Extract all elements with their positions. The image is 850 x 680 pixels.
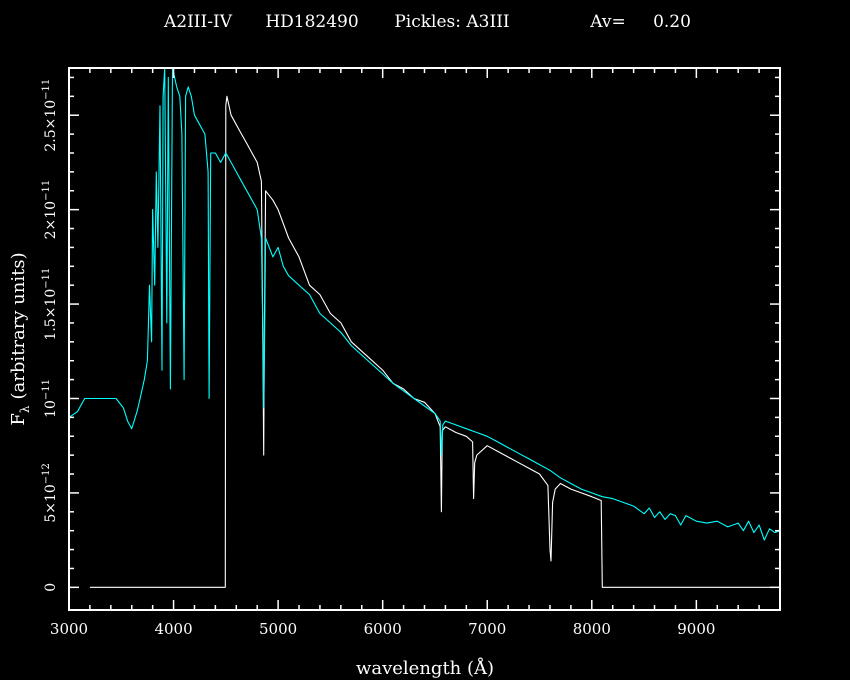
x-tick-label: 3000 — [50, 620, 88, 638]
x-tick-label: 6000 — [364, 620, 402, 638]
y-tick-label: 5×10−12 — [41, 463, 59, 523]
series-line-1 — [89, 95, 780, 588]
plot-frame — [68, 67, 781, 611]
x-tick-label: 5000 — [259, 620, 297, 638]
y-axis-label-rest: (arbitrary units) — [8, 252, 29, 399]
x-tick-label: 7000 — [468, 620, 506, 638]
y-axis-label: Fλ (arbitrary units) — [8, 252, 32, 425]
title-spectral-type: A2III-IV — [163, 12, 233, 32]
y-tick-label: 2×10−11 — [41, 180, 59, 240]
ticks-layer — [68, 68, 781, 610]
y-tick-label: 1.5×10−11 — [41, 268, 59, 341]
title-av-label: Av= — [589, 12, 625, 32]
y-tick-label: 10−11 — [41, 379, 59, 418]
x-tick-label: 4000 — [154, 620, 192, 638]
x-tick-label: 9000 — [677, 620, 715, 638]
y-axis-label-sub: λ — [18, 405, 32, 413]
title-av-value: 0.20 — [653, 12, 691, 32]
y-axis-label-main: F — [8, 413, 29, 426]
series-layer — [68, 67, 781, 588]
x-tick-label: 8000 — [573, 620, 611, 638]
x-tick-labels: 3000 4000 5000 6000 7000 8000 9000 — [50, 620, 716, 638]
y-tick-labels: 0 5×10−12 10−11 1.5×10−11 2×10−11 2.5×10−11 — [41, 79, 59, 592]
title-template: Pickles: A3III — [394, 12, 509, 32]
y-tick-label: 0 — [43, 583, 59, 592]
title-star: HD182490 — [265, 12, 358, 32]
y-tick-label: 2.5×10−11 — [41, 79, 59, 152]
x-axis-label: wavelength (Å) — [356, 657, 494, 679]
chart-title: A2III-IV HD182490 Pickles: A3III Av= 0.2… — [163, 12, 691, 32]
series-line-2 — [68, 67, 781, 541]
